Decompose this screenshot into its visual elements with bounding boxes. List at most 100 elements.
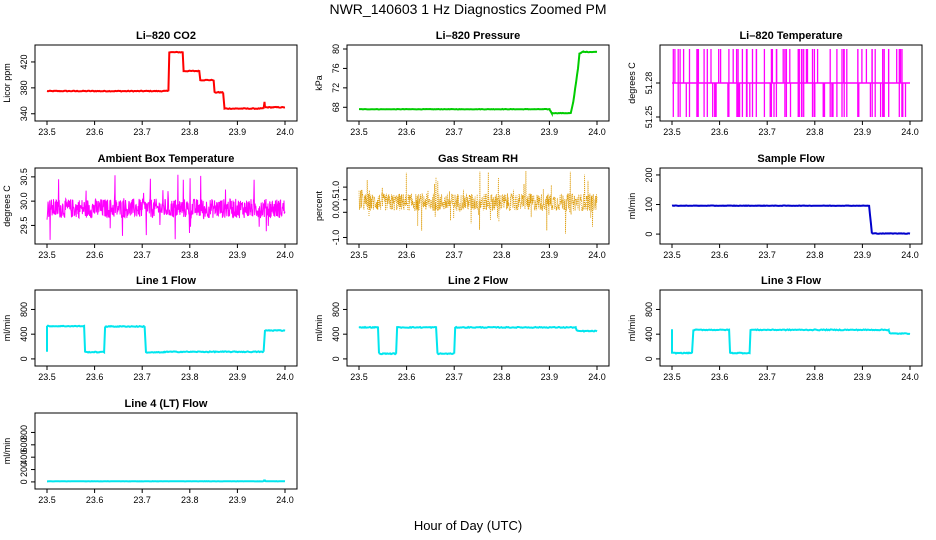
x-tick-label: 23.7 bbox=[758, 127, 776, 137]
y-tick-label: 0 bbox=[19, 479, 29, 484]
panel-title: Sample Flow bbox=[757, 153, 825, 165]
series-line bbox=[359, 50, 598, 118]
y-tick-label: 0.5 bbox=[331, 193, 341, 206]
x-tick-label: 24.0 bbox=[276, 250, 294, 260]
panel-9: Line 3 Flow ml/min 23.5 23.6 23.7 23.8 23.9 24.… bbox=[627, 275, 923, 382]
panel-title: Line 3 Flow bbox=[761, 275, 821, 287]
x-tick-label: 24.0 bbox=[588, 250, 606, 260]
x-tick-label: 23.8 bbox=[181, 372, 199, 382]
x-tick-label: 23.7 bbox=[758, 250, 776, 260]
x-tick-label: 23.9 bbox=[541, 127, 559, 137]
y-axis-label: ml/min bbox=[627, 193, 637, 220]
y-tick-label: 800 bbox=[331, 302, 341, 317]
x-tick-label: 23.5 bbox=[350, 372, 368, 382]
x-tick-label: 23.9 bbox=[854, 372, 872, 382]
data-series bbox=[671, 204, 911, 235]
y-tick-label: 51.28 bbox=[644, 72, 654, 95]
x-tick-label: 23.7 bbox=[133, 127, 151, 137]
x-tick-label: 23.7 bbox=[445, 250, 463, 260]
y-tick-label: 380 bbox=[19, 80, 29, 95]
data-series bbox=[672, 49, 910, 117]
panel-1: Li–820 CO2 Licor ppm 23.5 23.6 23.7 23.8 23.9 2… bbox=[2, 30, 298, 137]
y-tick-label: 600 bbox=[19, 437, 29, 452]
data-series bbox=[358, 325, 598, 356]
x-tick-label: 23.6 bbox=[86, 495, 104, 505]
series-spikes bbox=[672, 49, 907, 117]
y-tick-label: 30.5 bbox=[19, 168, 29, 186]
y-tick-label: 400 bbox=[644, 327, 654, 342]
panel-4: Ambient Box Temperature degrees C 23.5 23.6… bbox=[2, 153, 298, 260]
panel-3: Li–820 Temperature degrees C 23.5 23.6 23.7 2… bbox=[627, 30, 923, 137]
x-tick-label: 23.7 bbox=[133, 495, 151, 505]
x-tick-label: 23.8 bbox=[806, 127, 824, 137]
x-tick-label: 23.5 bbox=[38, 127, 56, 137]
y-tick-label: 420 bbox=[19, 54, 29, 69]
panel-title: Line 1 Flow bbox=[136, 275, 196, 287]
x-tick-label: 23.9 bbox=[229, 250, 247, 260]
x-tick-label: 23.8 bbox=[181, 495, 199, 505]
y-tick-label: 800 bbox=[19, 302, 29, 317]
x-tick-label: 23.6 bbox=[398, 372, 416, 382]
y-axis-label: degrees C bbox=[2, 185, 12, 227]
y-tick-label: 80 bbox=[331, 44, 341, 54]
y-tick-label: 30.0 bbox=[19, 192, 29, 210]
y-axis-label: Licor ppm bbox=[2, 63, 12, 103]
y-tick-label: 200 bbox=[19, 462, 29, 477]
plot-frame bbox=[34, 412, 298, 490]
x-tick-label: 23.7 bbox=[445, 372, 463, 382]
y-tick-label: 800 bbox=[19, 425, 29, 440]
x-tick-label: 24.0 bbox=[901, 127, 919, 137]
panel-5: Gas Stream RH percent 23.5 23.6 23.7 23.8 23.9… bbox=[314, 153, 610, 260]
plot-frame bbox=[34, 167, 298, 245]
y-axis-label: ml/min bbox=[2, 438, 12, 465]
y-axis-label: ml/min bbox=[2, 315, 12, 342]
x-tick-label: 23.5 bbox=[38, 372, 56, 382]
x-tick-label: 23.6 bbox=[711, 127, 729, 137]
panel-2: Li–820 Pressure kPa 23.5 23.6 23.7 23.8 23.9 24… bbox=[314, 30, 610, 137]
x-tick-label: 23.8 bbox=[806, 372, 824, 382]
series-line bbox=[46, 324, 286, 355]
x-tick-label: 23.7 bbox=[133, 372, 151, 382]
x-tick-label: 23.8 bbox=[181, 250, 199, 260]
y-tick-label: 200 bbox=[644, 167, 654, 182]
y-tick-label: 1.0 bbox=[331, 181, 341, 194]
y-axis-label: percent bbox=[314, 190, 324, 221]
x-tick-label: 23.6 bbox=[398, 127, 416, 137]
series-dots bbox=[358, 170, 598, 234]
x-tick-label: 23.9 bbox=[229, 127, 247, 137]
panel-10: Line 4 (LT) Flow ml/min 23.5 23.6 23.7 23.8 23… bbox=[2, 398, 298, 505]
plot-frame bbox=[346, 167, 610, 245]
panel-title: Ambient Box Temperature bbox=[98, 153, 235, 165]
x-tick-label: 23.9 bbox=[854, 250, 872, 260]
y-tick-label: 0.0 bbox=[331, 206, 341, 219]
y-tick-label: 400 bbox=[331, 327, 341, 342]
data-series bbox=[46, 50, 286, 110]
x-tick-label: 23.5 bbox=[38, 495, 56, 505]
x-tick-label: 24.0 bbox=[901, 250, 919, 260]
x-tick-label: 23.7 bbox=[445, 127, 463, 137]
x-tick-label: 23.8 bbox=[493, 372, 511, 382]
series-line bbox=[46, 50, 286, 110]
x-tick-label: 23.8 bbox=[181, 127, 199, 137]
panel-title: Line 4 (LT) Flow bbox=[125, 398, 208, 410]
plot-frame bbox=[659, 289, 923, 367]
y-tick-label: 51.25 bbox=[644, 106, 654, 129]
x-tick-label: 23.9 bbox=[229, 495, 247, 505]
series-line bbox=[671, 204, 911, 235]
x-tick-label: 23.8 bbox=[493, 127, 511, 137]
y-tick-label: 29.5 bbox=[19, 217, 29, 235]
x-tick-label: 23.7 bbox=[133, 250, 151, 260]
y-tick-label: 340 bbox=[19, 106, 29, 121]
x-tick-label: 24.0 bbox=[901, 372, 919, 382]
y-tick-label: 100 bbox=[644, 197, 654, 212]
y-tick-label: 400 bbox=[19, 327, 29, 342]
x-tick-label: 24.0 bbox=[588, 372, 606, 382]
panel-title: Line 2 Flow bbox=[448, 275, 508, 287]
x-tick-label: 23.5 bbox=[350, 127, 368, 137]
x-tick-label: 23.6 bbox=[86, 372, 104, 382]
x-tick-label: 23.6 bbox=[398, 250, 416, 260]
x-tick-label: 23.9 bbox=[541, 372, 559, 382]
panel-title: Li–820 Pressure bbox=[436, 30, 520, 42]
x-tick-label: 24.0 bbox=[276, 495, 294, 505]
